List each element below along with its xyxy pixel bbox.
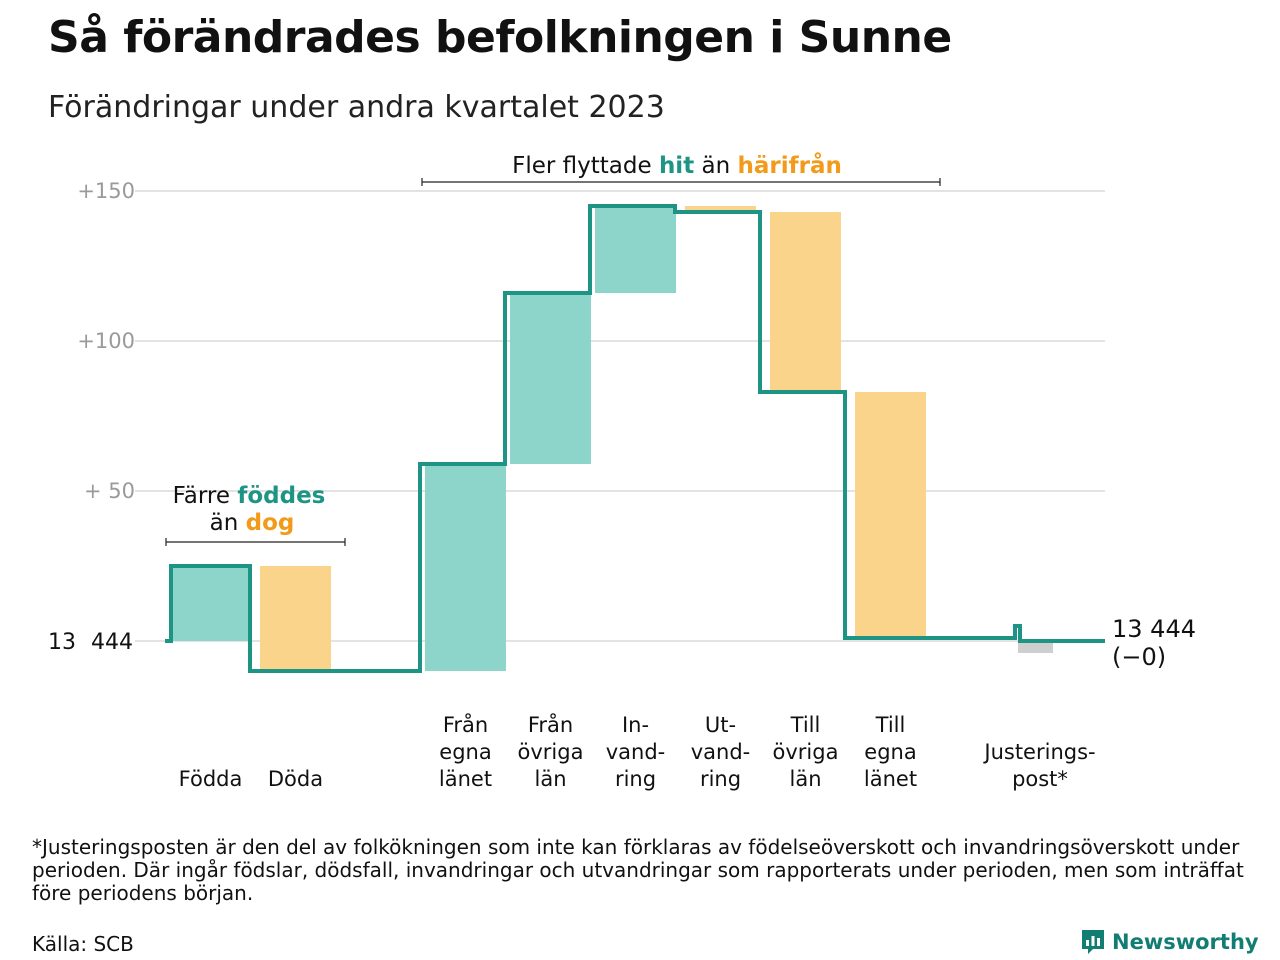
- x-category-label: Från: [443, 712, 488, 737]
- annotation-births-deaths-line2: än dog: [210, 510, 295, 536]
- x-category-label: post*: [1012, 767, 1068, 791]
- y-tick-label: + 50: [84, 479, 135, 503]
- x-category-label: Ut-: [705, 713, 736, 737]
- bar-tillegnalänet: [855, 392, 926, 638]
- annotation-part: Fler flyttade: [512, 153, 659, 179]
- x-category-label: län: [789, 767, 821, 791]
- bracket-migration: [421, 178, 941, 186]
- x-category-label: Justerings-: [982, 740, 1095, 764]
- x-category-label: Födda: [179, 767, 243, 791]
- annotation-part: föddes: [237, 483, 325, 509]
- bracket-births-deaths: [165, 538, 346, 546]
- x-category-label: ring: [615, 767, 656, 791]
- footnote: *Justeringsposten är den del av folkökni…: [32, 835, 1244, 905]
- y-tick-label: +100: [77, 329, 135, 353]
- x-category-label: länet: [864, 767, 917, 791]
- bar-tillövrigalän: [770, 212, 841, 392]
- newsworthy-logo-icon: [1082, 930, 1104, 954]
- x-category-label: länet: [439, 767, 492, 791]
- x-category-label: övriga: [773, 740, 839, 764]
- chart-subtitle: Förändringar under andra kvartalet 2023: [48, 90, 665, 125]
- annotation-part: dog: [246, 510, 295, 536]
- x-category-label: Till: [790, 713, 821, 737]
- x-category-label: Till: [875, 713, 906, 737]
- x-category-label: Från: [528, 712, 573, 737]
- bar-ut-vand-ring: [685, 206, 756, 212]
- start-value-label: 13 444: [48, 630, 133, 655]
- x-category-label: Döda: [268, 767, 323, 791]
- annotation-part: än: [210, 510, 246, 536]
- annotation-part: Färre: [173, 483, 238, 509]
- x-category-label: ring: [700, 767, 741, 791]
- source-label: Källa: SCB: [32, 932, 134, 956]
- bar-frånövrigalän: [510, 293, 591, 464]
- chart-title: Så förändrades befolkningen i Sunne: [48, 12, 952, 63]
- cumulative-step-line: [165, 204, 1105, 673]
- annotation-part: härifrån: [738, 152, 842, 179]
- bar-frånegnalänet: [425, 464, 506, 671]
- bar-justerings-post*: [1018, 641, 1053, 653]
- x-category-label: egna: [864, 740, 916, 764]
- annotation-births-deaths: Färre föddes: [173, 483, 326, 509]
- end-value-label: 13 444: [1112, 615, 1196, 643]
- x-category-label: In-: [622, 713, 649, 737]
- annotation-migration: Fler flyttade hit än härifrån: [512, 152, 842, 179]
- end-change-label: (−0): [1112, 643, 1166, 671]
- annotation-part: än: [694, 153, 737, 179]
- x-category-label: övriga: [518, 740, 584, 764]
- x-category-label: egna: [439, 740, 491, 764]
- x-category-label: län: [534, 767, 566, 791]
- bar-in-vand-ring: [595, 206, 676, 293]
- bar-döda: [260, 566, 331, 671]
- waterfall-chart: +150 +100 + 50 13 444 Födda Döda Från egna länet…: [48, 152, 1196, 791]
- y-tick-label: +150: [77, 179, 135, 203]
- brand-name: Newsworthy: [1112, 930, 1259, 954]
- brand-logo: Newsworthy: [1080, 928, 1259, 956]
- bar-födda: [170, 566, 251, 641]
- annotation-part: hit: [659, 153, 694, 179]
- x-category-label: vand-: [691, 740, 751, 764]
- x-category-label: vand-: [606, 740, 666, 764]
